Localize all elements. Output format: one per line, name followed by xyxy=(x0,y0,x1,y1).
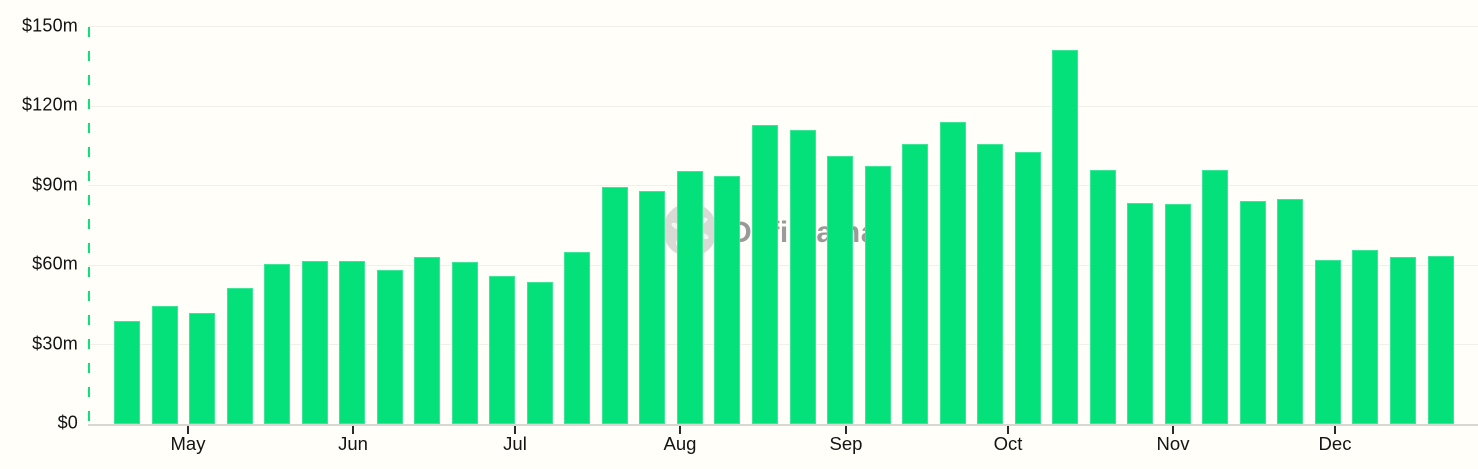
bar-week-4[interactable] xyxy=(226,287,253,424)
bar-week-19[interactable] xyxy=(789,129,816,424)
bar-week-20[interactable] xyxy=(827,156,854,424)
bar-week-21[interactable] xyxy=(864,165,891,424)
bar-week-7[interactable] xyxy=(339,261,366,424)
bar-week-9[interactable] xyxy=(414,257,441,424)
bar-week-27[interactable] xyxy=(1089,169,1116,424)
y-axis-label: $120m xyxy=(21,94,78,115)
x-tick-dec xyxy=(1334,426,1336,434)
gridline-60m xyxy=(88,264,1478,266)
bar-week-11[interactable] xyxy=(489,275,516,424)
bar-week-29[interactable] xyxy=(1164,204,1191,424)
x-axis-label-nov: Nov xyxy=(1156,433,1190,454)
bar-week-25[interactable] xyxy=(1014,152,1041,424)
bar-week-16[interactable] xyxy=(676,170,703,424)
bar-week-24[interactable] xyxy=(977,144,1004,424)
x-axis-label-jul: Jul xyxy=(503,433,527,454)
bar-week-22[interactable] xyxy=(902,144,929,424)
bar-week-3[interactable] xyxy=(189,312,216,424)
x-tick-may xyxy=(187,426,189,434)
gridline-120m xyxy=(88,105,1478,107)
bar-week-30[interactable] xyxy=(1202,169,1229,424)
y-axis-label: $0 xyxy=(57,412,78,433)
bar-week-13[interactable] xyxy=(564,251,591,424)
y-axis-label: $150m xyxy=(21,15,78,35)
x-tick-jun xyxy=(352,426,354,434)
bar-week-6[interactable] xyxy=(301,261,328,424)
bar-week-31[interactable] xyxy=(1239,201,1266,424)
x-axis-label-oct: Oct xyxy=(993,433,1023,454)
y-axis-label: $60m xyxy=(32,253,78,274)
bar-week-18[interactable] xyxy=(752,124,778,424)
bar-week-1[interactable] xyxy=(114,320,140,424)
bar-week-35[interactable] xyxy=(1390,257,1417,424)
x-tick-oct xyxy=(1007,426,1009,434)
gridline-90m xyxy=(88,185,1478,186)
bar-week-26[interactable] xyxy=(1052,50,1079,424)
bar-week-8[interactable] xyxy=(376,270,403,424)
gridline-30m xyxy=(88,344,1478,345)
x-tick-nov xyxy=(1172,426,1174,434)
bar-week-14[interactable] xyxy=(601,186,628,424)
bar-week-33[interactable] xyxy=(1314,259,1341,424)
x-axis-line xyxy=(88,424,1478,426)
bar-week-5[interactable] xyxy=(264,263,291,424)
x-axis-label-may: May xyxy=(170,433,206,454)
bar-week-32[interactable] xyxy=(1277,198,1304,424)
x-tick-sep xyxy=(845,426,847,434)
bar-week-23[interactable] xyxy=(939,121,966,424)
x-axis-label-jun: Jun xyxy=(338,433,368,454)
y-axis-label: $90m xyxy=(32,174,78,194)
gridline-150m xyxy=(88,26,1478,27)
x-axis-label-dec: Dec xyxy=(1318,433,1352,454)
bar-week-28[interactable] xyxy=(1127,202,1154,424)
bar-week-15[interactable] xyxy=(639,190,666,424)
bar-week-36[interactable] xyxy=(1427,255,1454,424)
bar-week-2[interactable] xyxy=(151,306,178,424)
x-tick-jul xyxy=(514,426,516,434)
y-axis-dashed-line xyxy=(88,26,90,424)
x-tick-aug xyxy=(679,426,681,434)
bar-week-17[interactable] xyxy=(714,176,741,424)
x-axis-label-aug: Aug xyxy=(663,433,697,454)
bar-week-10[interactable] xyxy=(451,262,478,424)
x-axis-label-sep: Sep xyxy=(829,433,863,454)
bar-week-12[interactable] xyxy=(526,282,553,424)
y-axis-label: $30m xyxy=(32,333,78,353)
bar-week-34[interactable] xyxy=(1352,250,1379,424)
